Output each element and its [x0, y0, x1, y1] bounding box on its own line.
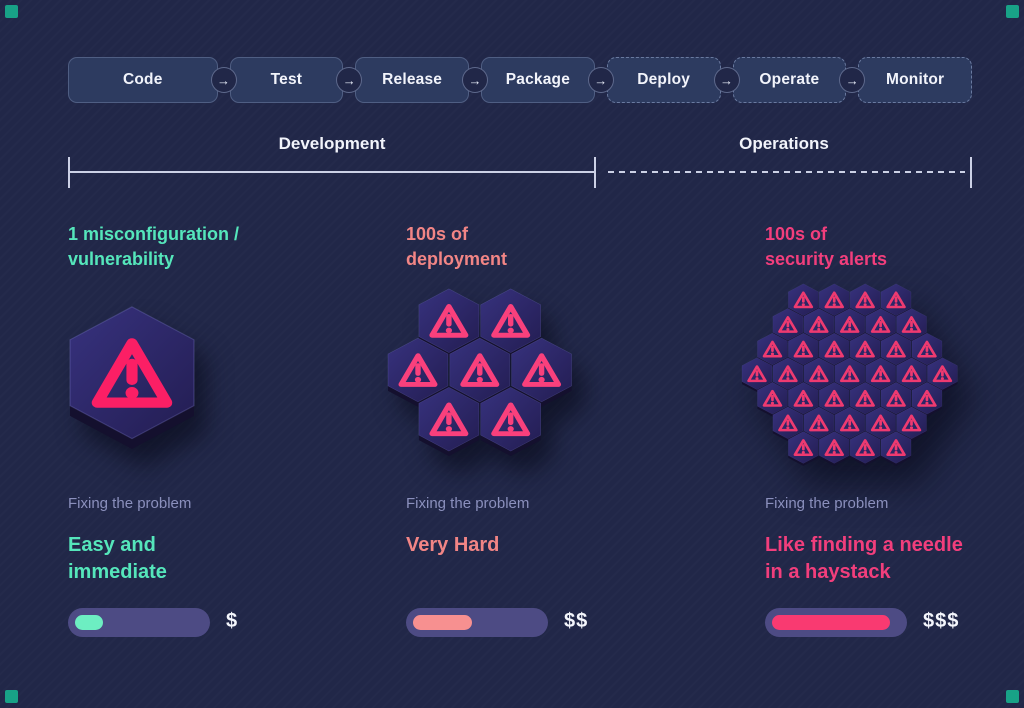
operations-phase-label: Operations — [739, 134, 829, 153]
stage-label: Release — [382, 71, 443, 88]
cost-bar-fill — [413, 615, 472, 630]
cost-bar-fill — [75, 615, 104, 630]
cost-dollars: $$ — [564, 610, 589, 632]
column-heading: 1 misconfiguration / vulnerability — [68, 224, 240, 269]
arrow-right-icon: → — [336, 67, 363, 93]
stage-label: Monitor — [886, 71, 945, 88]
stage-label: Operate — [759, 71, 820, 88]
stage-label: Code — [122, 71, 163, 88]
cost-bar — [406, 608, 548, 637]
hex-cluster — [386, 287, 574, 458]
column-heading: 100s of deployment — [406, 224, 508, 269]
phase-tick — [594, 157, 596, 188]
arrow-right-icon: → — [462, 67, 489, 93]
column-heading: 100s of security alerts — [765, 224, 888, 269]
stage-operate: Operate — [732, 57, 847, 103]
phase-tick — [68, 157, 70, 188]
stage-package: Package — [481, 57, 595, 103]
pipeline-bar: Code → Test → Release → Package → Deploy… — [68, 57, 973, 103]
fix-label: Fixing the problem — [68, 495, 192, 512]
stage-release: Release — [355, 57, 470, 103]
stage-label: Package — [505, 71, 571, 88]
fix-label: Fixing the problem — [765, 495, 889, 512]
phase-tick — [970, 157, 972, 188]
fix-label: Fixing the problem — [406, 495, 530, 512]
cost-bar — [765, 608, 907, 637]
column-result: Like finding a needle in a haystack — [765, 534, 963, 583]
cost-bar — [68, 608, 210, 637]
cost-bar-fill — [772, 615, 890, 630]
stage-monitor: Monitor — [858, 57, 973, 103]
arrow-right-icon: → — [587, 67, 614, 93]
hex-cluster — [740, 282, 959, 468]
arrow-right-icon: → — [713, 67, 740, 93]
stage-deploy: Deploy — [606, 57, 721, 103]
stage-code: Code — [68, 57, 218, 103]
column-result: Easy and immediate — [68, 534, 167, 583]
corner-marker — [1006, 5, 1019, 18]
stage-label: Deploy — [637, 71, 691, 88]
development-phase-line — [69, 171, 595, 173]
corner-marker — [1006, 690, 1019, 703]
development-phase-label: Development — [278, 134, 386, 153]
cost-dollars: $$$ — [923, 610, 960, 632]
column-result: Very Hard — [406, 534, 500, 556]
operations-phase-line — [608, 171, 965, 173]
stage-test: Test — [229, 57, 344, 103]
corner-marker — [5, 690, 18, 703]
arrow-right-icon: → — [210, 67, 237, 93]
arrow-right-icon: → — [839, 67, 866, 93]
corner-marker — [5, 5, 18, 18]
stage-label: Test — [270, 71, 303, 88]
hex-cluster — [68, 305, 196, 451]
cost-dollars: $ — [226, 610, 239, 632]
